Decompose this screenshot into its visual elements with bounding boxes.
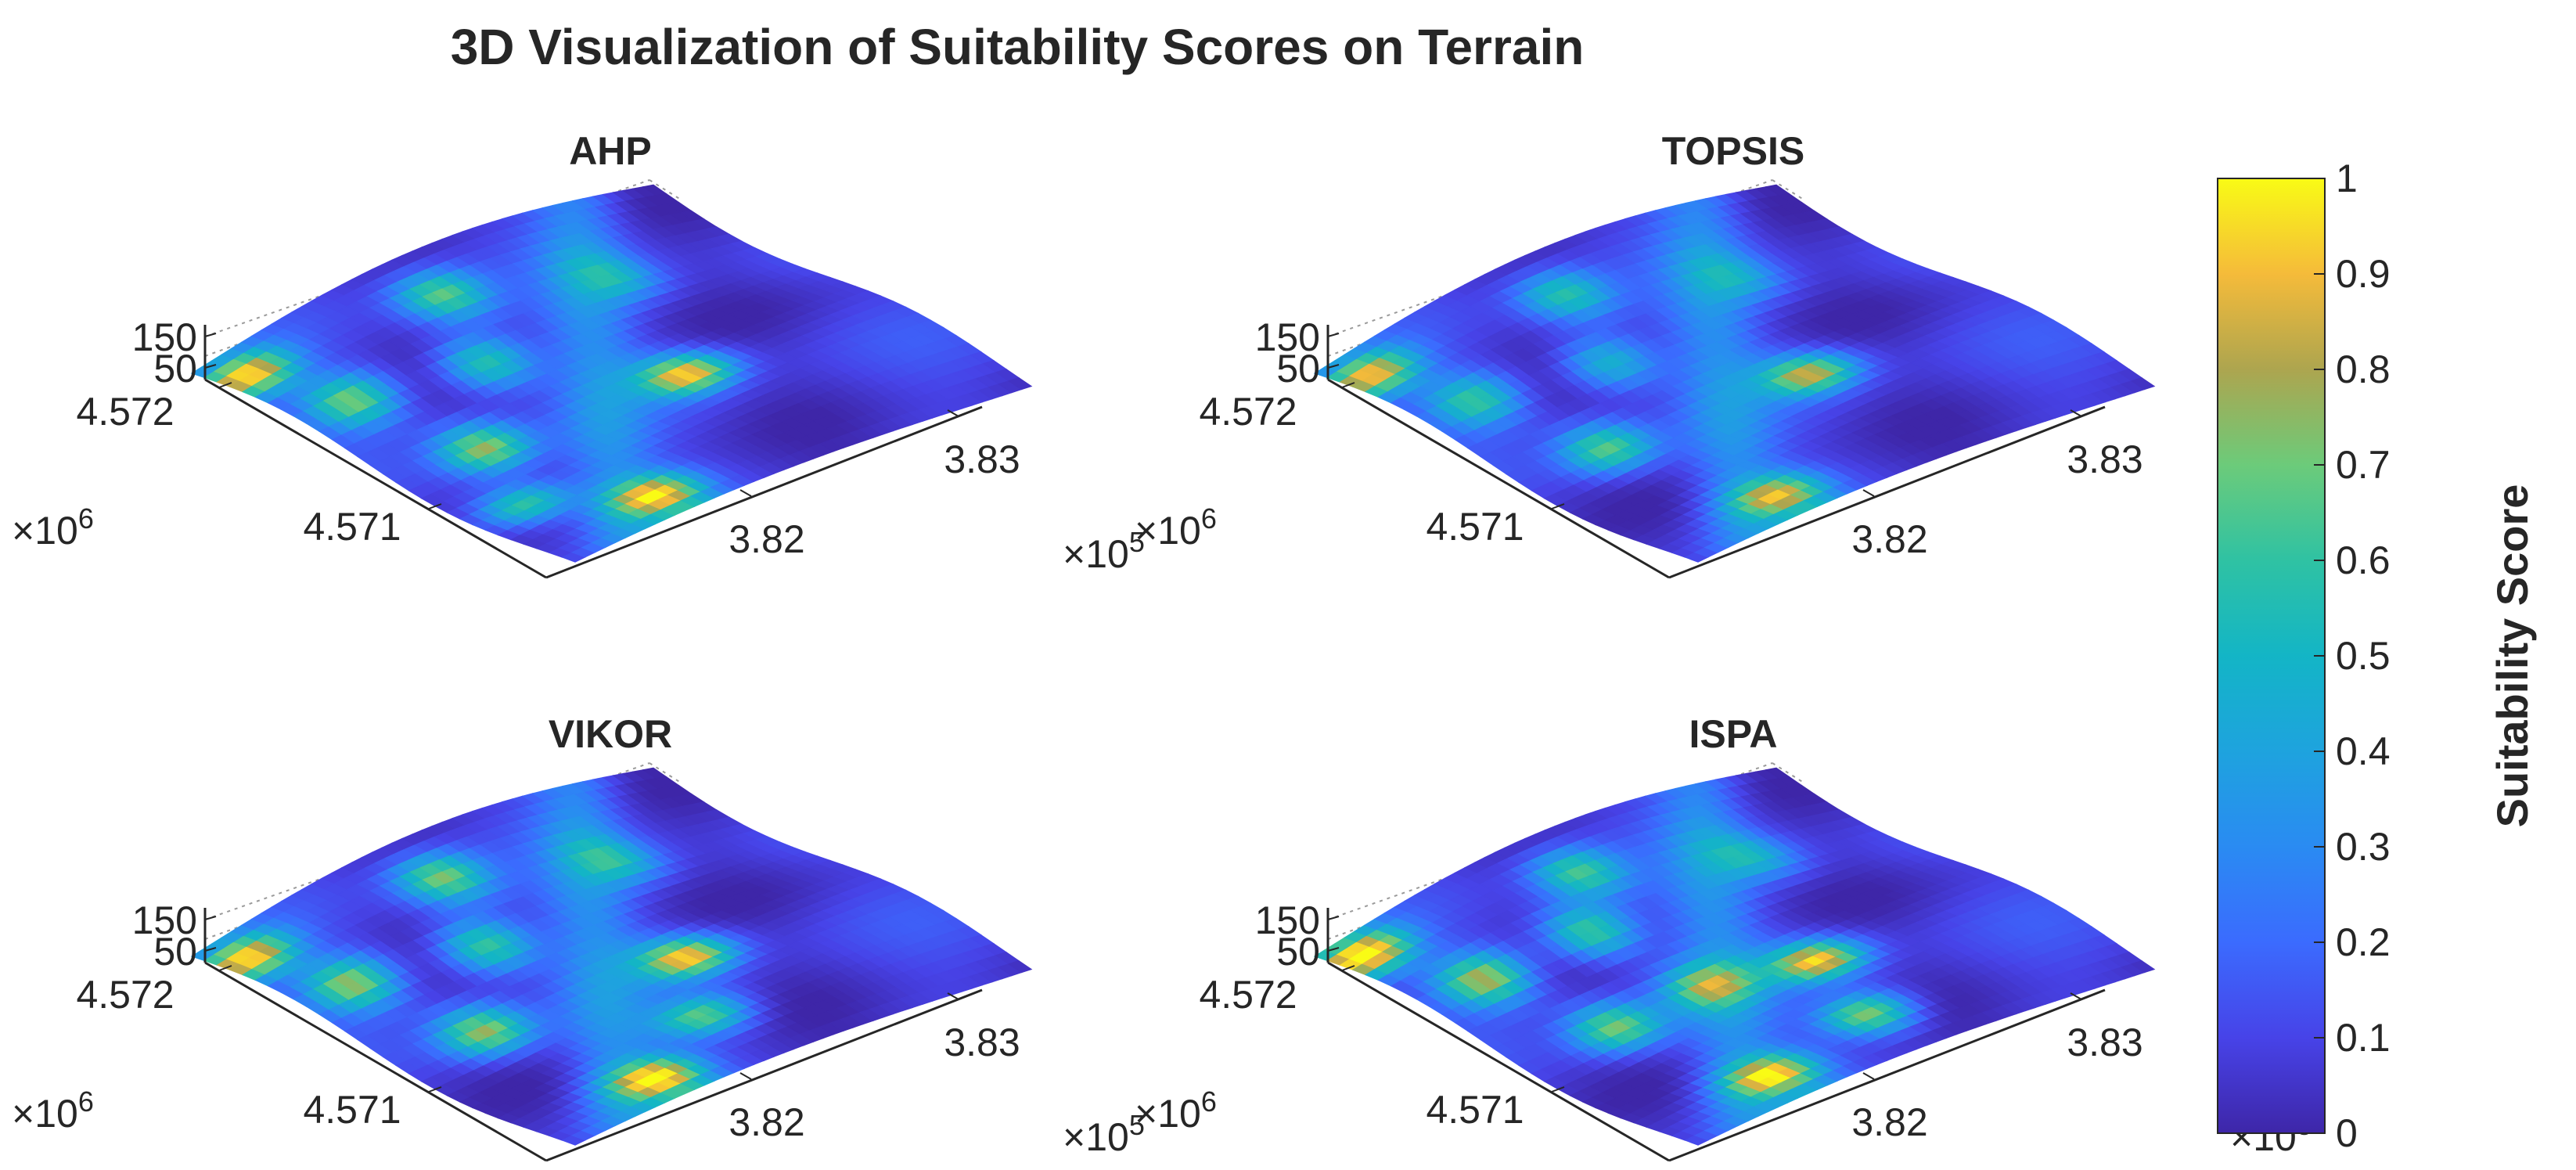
x-exponent-base: ×10 — [1063, 532, 1129, 576]
y-exponent-base: ×10 — [12, 1092, 78, 1136]
surface — [190, 767, 1033, 1146]
x-exponent-power: 5 — [1129, 526, 1145, 558]
panel-title: ISPA — [1689, 712, 1778, 756]
x-exponent-label: ×105 — [1063, 526, 1145, 576]
y-exponent-power: 6 — [1201, 502, 1217, 535]
y-tick-label: 4.572 — [76, 390, 174, 434]
x-tick-mark — [1862, 489, 1875, 497]
box-grid-line — [649, 179, 682, 200]
x-tick-mark — [2070, 409, 2082, 417]
surface — [190, 184, 1033, 563]
y-tick-mark — [1341, 382, 1355, 388]
y-tick-label: 4.571 — [303, 1088, 401, 1132]
x-tick-label: 3.82 — [729, 517, 804, 561]
z-tick-label: 150 — [1255, 315, 1320, 359]
x-axis-line — [1668, 405, 2106, 579]
box-grid-line — [1772, 179, 1804, 200]
z-tick-mark — [1327, 333, 1340, 337]
y-exponent-power: 6 — [78, 502, 94, 535]
y-exponent-label: ×106 — [12, 502, 94, 553]
x-tick-label: 3.83 — [944, 1021, 1020, 1064]
y-axis-line — [204, 378, 547, 579]
z-tick-label: 50 — [153, 347, 197, 391]
surface-cell — [1007, 377, 1033, 391]
y-tick-mark — [1551, 503, 1565, 509]
figure-title: 3D Visualization of Suitability Scores o… — [451, 19, 1585, 75]
x-tick-label: 3.83 — [944, 437, 1020, 481]
x-tick-mark — [739, 1072, 752, 1080]
x-exponent-label: ×105 — [1063, 1109, 1145, 1159]
y-exponent-label: ×106 — [1135, 502, 1217, 553]
z-tick-mark — [204, 916, 217, 920]
y-tick-mark — [218, 382, 232, 388]
z-tick-mark — [1327, 364, 1340, 369]
x-axis-line — [545, 405, 983, 579]
box-grid-line — [649, 762, 682, 783]
z-tick-label: 50 — [1276, 347, 1320, 391]
panel-title: TOPSIS — [1662, 129, 1804, 173]
y-tick-label: 4.572 — [1199, 390, 1297, 434]
y-tick-label: 4.571 — [303, 505, 401, 549]
y-axis-line — [1327, 378, 1670, 579]
x-tick-label: 3.82 — [1851, 517, 1927, 561]
x-tick-label: 3.82 — [729, 1100, 804, 1144]
z-tick-label: 150 — [132, 315, 197, 359]
x-tick-label: 3.83 — [2067, 437, 2142, 481]
x-exponent-base: ×10 — [1063, 1115, 1129, 1159]
y-exponent-base: ×10 — [1135, 509, 1201, 553]
z-tick-mark — [204, 364, 217, 369]
y-exponent-power: 6 — [78, 1085, 94, 1118]
panel-title: VIKOR — [549, 712, 672, 756]
surface-cell — [2130, 377, 2156, 391]
y-exponent-base: ×10 — [12, 509, 78, 553]
z-tick-mark — [204, 333, 217, 337]
x-tick-mark — [739, 489, 752, 497]
y-tick-mark — [428, 503, 442, 509]
y-exponent-label: ×106 — [12, 1085, 94, 1136]
panel-title: AHP — [569, 129, 652, 173]
x-tick-mark — [947, 409, 959, 417]
y-tick-label: 4.572 — [76, 973, 174, 1017]
surface — [1313, 184, 2156, 563]
y-tick-label: 4.571 — [1426, 505, 1524, 549]
z-tick-label: 50 — [153, 930, 197, 974]
